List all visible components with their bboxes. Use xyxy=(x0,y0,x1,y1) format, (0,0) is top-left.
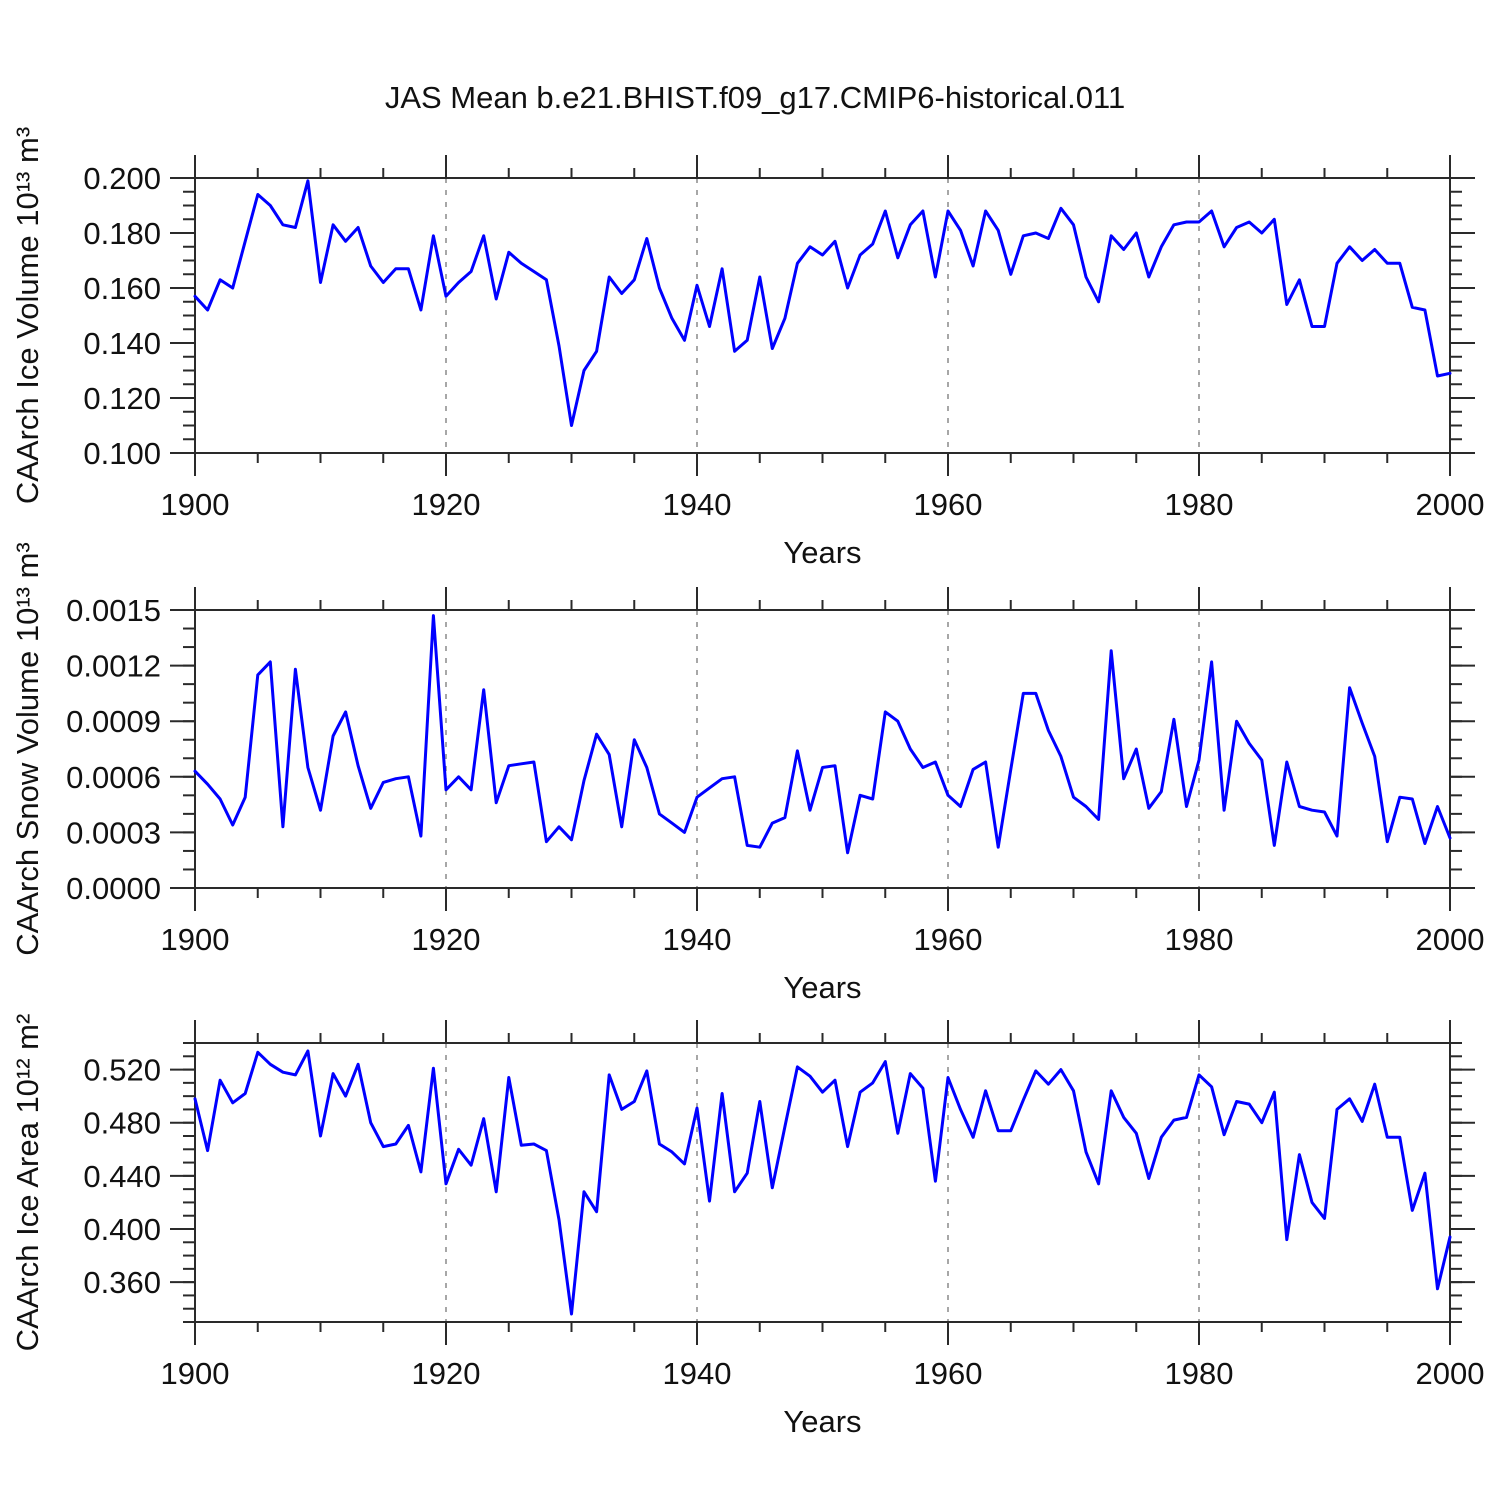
y-tick-label: 0.180 xyxy=(83,216,161,251)
y-tick-label: 0.0006 xyxy=(66,760,161,795)
y-tick-label: 0.0003 xyxy=(66,815,161,850)
x-tick-label: 1920 xyxy=(412,922,481,957)
y-axis-title: CAArch Ice Area 10¹² m² xyxy=(10,1014,45,1352)
x-tick-label: 1980 xyxy=(1165,1356,1234,1391)
x-tick-label: 1960 xyxy=(914,1356,983,1391)
x-tick-label: 1900 xyxy=(161,487,230,522)
plot-title: JAS Mean b.e21.BHIST.f09_g17.CMIP6-histo… xyxy=(384,80,1126,115)
y-tick-label: 0.0000 xyxy=(66,871,161,906)
y-tick-label: 0.0009 xyxy=(66,704,161,739)
axis-frame xyxy=(194,177,1451,454)
x-axis-title: Years xyxy=(783,535,861,570)
x-tick-label: 1940 xyxy=(663,922,732,957)
panel-ice-volume: 0.100 0.120 0.140 0.160 0.180 0.200 1900 1920 19… xyxy=(10,127,1484,570)
x-tick-label: 1980 xyxy=(1165,922,1234,957)
x-tick-label: 1960 xyxy=(914,922,983,957)
series-line-ice-area xyxy=(193,1049,1452,1316)
axis-frame xyxy=(194,1042,1451,1323)
y-axis-title: CAArch Snow Volume 10¹³ m³ xyxy=(10,542,45,955)
x-tick-label: 1900 xyxy=(161,1356,230,1391)
y-tick-label: 0.140 xyxy=(83,326,161,361)
y-tick-label: 0.160 xyxy=(83,271,161,306)
y-tick-label: 0.480 xyxy=(83,1106,161,1141)
y-tick-label: 0.0012 xyxy=(66,649,161,684)
x-tick-label: 1940 xyxy=(663,487,732,522)
y-tick-label: 0.520 xyxy=(83,1053,161,1088)
x-tick-label: 1920 xyxy=(412,487,481,522)
x-tick-label: 1940 xyxy=(663,1356,732,1391)
y-tick-label: 0.200 xyxy=(83,161,161,196)
y-tick-label: 0.100 xyxy=(83,436,161,471)
x-tick-label: 2000 xyxy=(1416,487,1485,522)
x-tick-label: 1900 xyxy=(161,922,230,957)
x-tick-label: 2000 xyxy=(1416,1356,1485,1391)
y-tick-label: 0.120 xyxy=(83,381,161,416)
x-axis-title: Years xyxy=(783,1404,861,1439)
y-tick-label: 0.0015 xyxy=(66,593,161,628)
y-tick-label: 0.360 xyxy=(83,1265,161,1300)
series-line-ice-volume xyxy=(193,179,1452,427)
x-tick-label: 1920 xyxy=(412,1356,481,1391)
y-axis-title: CAArch Ice Volume 10¹³ m³ xyxy=(10,127,45,504)
panel-snow-volume: 0.0000 0.0003 0.0006 0.0009 0.0012 0.0015 1900… xyxy=(10,542,1484,1005)
y-tick-label: 0.400 xyxy=(83,1212,161,1247)
x-tick-label: 2000 xyxy=(1416,922,1485,957)
x-axis-title: Years xyxy=(783,970,861,1005)
panel-ice-area: 0.360 0.400 0.440 0.480 0.520 1900 1920 1940 196… xyxy=(10,1014,1484,1439)
series-line-snow-volume xyxy=(193,614,1452,855)
x-tick-label: 1960 xyxy=(914,487,983,522)
x-tick-label: 1980 xyxy=(1165,487,1234,522)
axis-frame xyxy=(194,609,1451,889)
y-tick-label: 0.440 xyxy=(83,1159,161,1194)
